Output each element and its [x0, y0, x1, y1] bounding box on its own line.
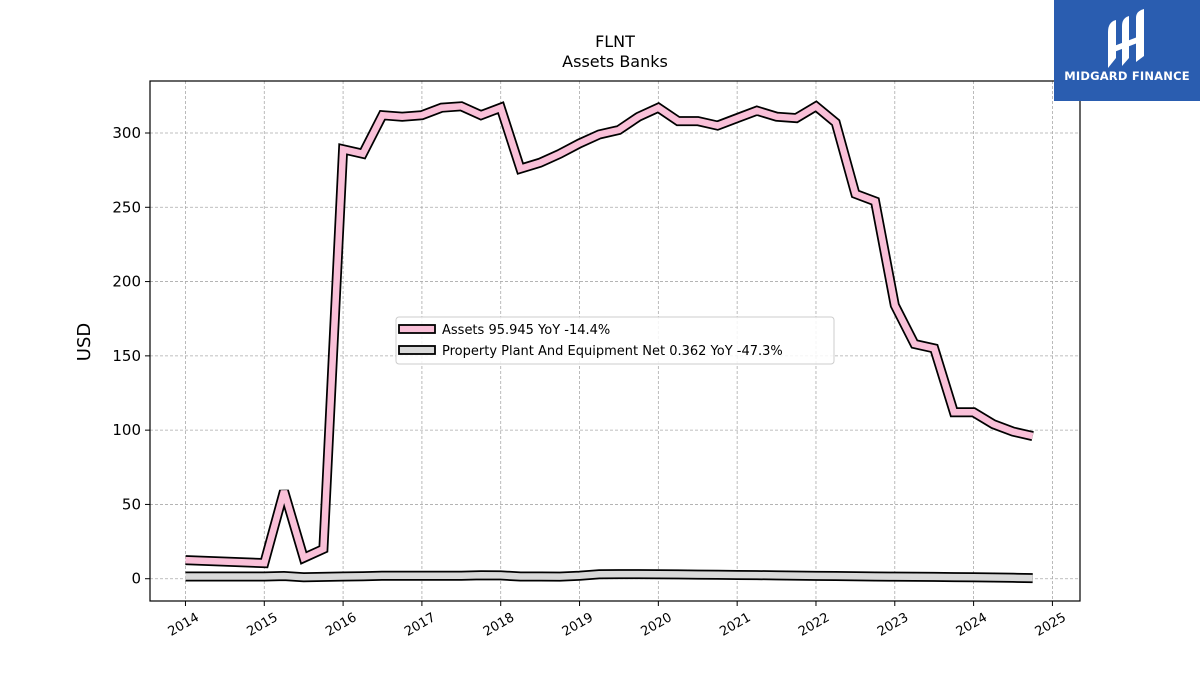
chart-subtitle: Assets Banks	[562, 52, 668, 71]
brand-mark-icon	[1108, 9, 1144, 68]
x-tick-label: 2020	[639, 610, 675, 640]
y-axis-label: USD	[74, 323, 95, 361]
brand-name: MIDGARD FINANCE	[1064, 69, 1190, 83]
legend-box	[395, 316, 835, 365]
brand-logo: MIDGARD FINANCE	[1054, 0, 1200, 101]
y-tick-label: 50	[122, 495, 141, 513]
plot-area	[185, 100, 1034, 584]
series-line-0	[185, 102, 1034, 567]
y-tick-label: 300	[112, 124, 141, 142]
x-tick-label: 2021	[717, 610, 753, 640]
x-tick-label: 2017	[402, 610, 438, 640]
x-tick-label: 2024	[954, 610, 990, 640]
x-axis: 2014 2015 2016 2017 2018 2019 2020 2021 2022 2023…	[166, 601, 1069, 640]
y-axis: 0 50 100 150 200 250 300	[112, 124, 150, 588]
x-tick-label: 2023	[875, 610, 911, 640]
legend-label-0: Assets 95.945 YoY -14.4%	[442, 323, 610, 338]
legend-swatch-0	[398, 324, 436, 334]
y-tick-label: 250	[112, 198, 141, 216]
x-tick-label: 2018	[481, 610, 517, 640]
legend-label-1: Property Plant And Equipment Net 0.362 Y…	[442, 344, 783, 359]
x-tick-label: 2014	[166, 610, 202, 640]
x-tick-label: 2016	[323, 610, 359, 640]
x-tick-label: 2019	[560, 610, 596, 640]
x-tick-label: 2025	[1033, 610, 1069, 640]
x-tick-label: 2022	[796, 610, 832, 640]
legend-swatch-1	[398, 345, 436, 355]
y-tick-label: 100	[112, 421, 141, 439]
plot-frame	[149, 80, 1081, 602]
legend: Assets 95.945 YoY -14.4% Property Plant A…	[395, 316, 835, 365]
y-tick-label: 200	[112, 273, 141, 291]
y-tick-label: 0	[131, 570, 141, 588]
chart-title: FLNT	[595, 32, 635, 51]
series-line-1	[185, 570, 1033, 582]
y-tick-label: 150	[112, 347, 141, 365]
x-tick-label: 2015	[244, 610, 280, 640]
